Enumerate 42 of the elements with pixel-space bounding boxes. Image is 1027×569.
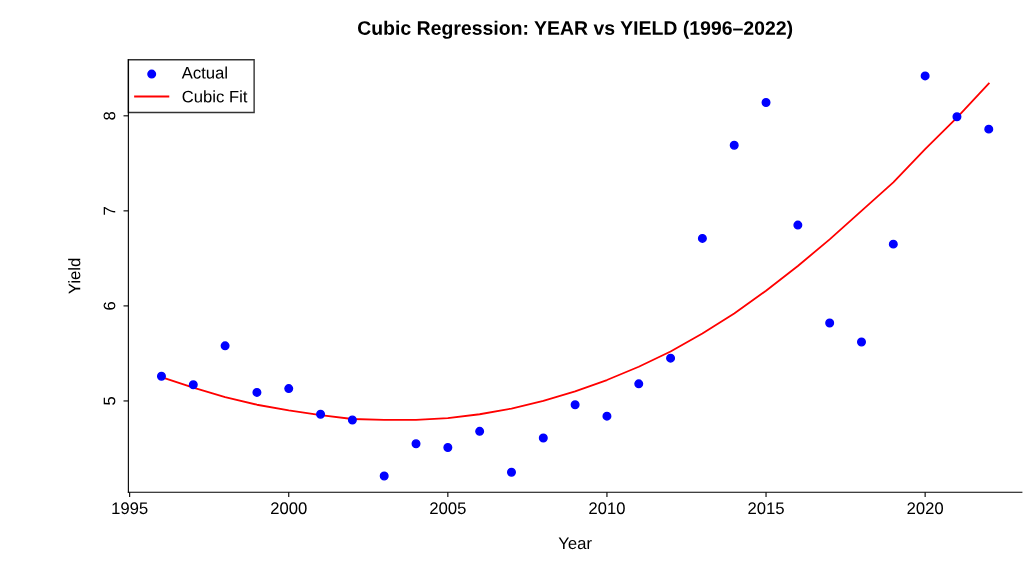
y-tick-label: 5 bbox=[103, 397, 116, 405]
point bbox=[443, 443, 453, 453]
y-axis-title: Yield bbox=[68, 258, 81, 294]
point bbox=[761, 98, 771, 108]
y-tick-label: 6 bbox=[103, 302, 116, 310]
point bbox=[856, 337, 866, 347]
x-tick-label: 2005 bbox=[430, 502, 466, 515]
point bbox=[284, 384, 294, 394]
point bbox=[602, 411, 612, 421]
point bbox=[952, 112, 962, 122]
point bbox=[984, 124, 994, 134]
point bbox=[793, 220, 803, 230]
y-tick-label: 7 bbox=[103, 207, 116, 215]
point bbox=[506, 467, 516, 477]
point bbox=[825, 318, 835, 328]
point bbox=[570, 400, 580, 410]
point bbox=[379, 471, 389, 481]
legend-label: Cubic Fit bbox=[182, 90, 248, 103]
x-tick-label: 2000 bbox=[271, 502, 307, 515]
x-tick-label: 1995 bbox=[112, 502, 148, 515]
point bbox=[475, 426, 485, 436]
point bbox=[220, 341, 230, 351]
point bbox=[666, 353, 676, 363]
point bbox=[347, 415, 357, 425]
point bbox=[188, 380, 198, 390]
x-tick-label: 2015 bbox=[748, 502, 784, 515]
x-tick-label: 2010 bbox=[589, 502, 625, 515]
point bbox=[697, 233, 707, 243]
point bbox=[411, 439, 421, 449]
point bbox=[156, 371, 166, 381]
legend-label: Actual bbox=[181, 66, 227, 79]
point bbox=[252, 387, 262, 397]
chart-title: Cubic Regression: YEAR vs YIELD (1996–2022) bbox=[357, 20, 793, 39]
point bbox=[888, 239, 898, 249]
point bbox=[634, 379, 644, 389]
x-tick-label: 2020 bbox=[907, 502, 944, 515]
point bbox=[316, 409, 326, 419]
x-axis-title: Year bbox=[558, 537, 592, 550]
point bbox=[538, 433, 548, 443]
point bbox=[729, 140, 739, 150]
y-tick-label: 8 bbox=[103, 111, 116, 120]
point bbox=[920, 71, 930, 81]
